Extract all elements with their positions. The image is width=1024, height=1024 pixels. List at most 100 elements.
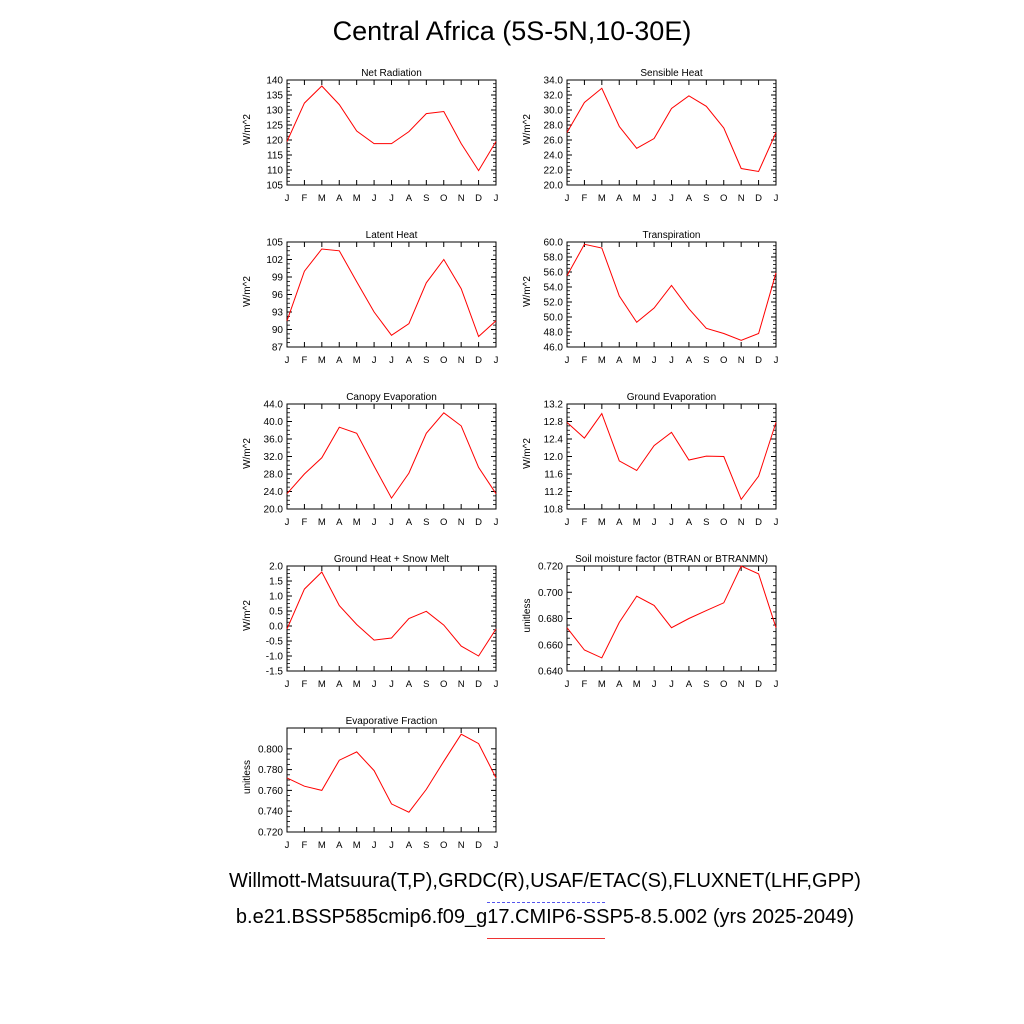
panel-6-x-tick-label: J bbox=[669, 517, 674, 528]
panel-7-y-tick-label: -0.5 bbox=[266, 637, 284, 648]
panel-8-plot-frame bbox=[566, 565, 777, 672]
panel-7-x-tick-label: A bbox=[336, 679, 343, 690]
panel-4-x-tick-label: J bbox=[565, 355, 570, 366]
panel-9-x-tick-label: M bbox=[353, 840, 361, 851]
panel-6-y-tick-label: 13.2 bbox=[544, 400, 564, 411]
panel-7-y-tick-label: 2.0 bbox=[269, 562, 283, 573]
panel-4-title: Transpiration bbox=[643, 230, 701, 241]
panel-7-series-line bbox=[286, 571, 497, 657]
panel-4-x-tick-label: N bbox=[738, 355, 745, 366]
panel-8-x-tick-label: D bbox=[755, 679, 762, 690]
panel-4-y-tick-label: 48.0 bbox=[544, 328, 564, 339]
panel-4-x-tick-label: M bbox=[598, 355, 606, 366]
panel-5-y-tick-label: 40.0 bbox=[264, 417, 284, 428]
panel-3-x-tick-label: S bbox=[423, 355, 429, 366]
caption-observations: Willmott-Matsuura(T,P),GRDC(R),USAF/ETAC… bbox=[229, 870, 861, 892]
panel-1-x-tick-label: J bbox=[389, 193, 394, 204]
figure-title: Central Africa (5S-5N,10-30E) bbox=[332, 16, 692, 46]
panel-4-x-tick-label: J bbox=[774, 355, 779, 366]
panel-7-x-tick-label: J bbox=[372, 679, 377, 690]
panel-9-plot-frame bbox=[286, 727, 497, 833]
panel-4-plot-frame bbox=[566, 241, 777, 348]
panel-9-y-tick-label: 0.740 bbox=[258, 807, 283, 818]
panel-5-x-tick-label: F bbox=[302, 517, 308, 528]
panel-1-plot-frame bbox=[286, 79, 497, 186]
panel-8-y-axis-label: unitless bbox=[522, 599, 533, 633]
panel-3-y-tick-label: 90 bbox=[272, 325, 284, 336]
panel-1-x-tick-label: J bbox=[494, 193, 499, 204]
panel-3-title: Latent Heat bbox=[366, 230, 418, 241]
panel-1-x-tick-label: F bbox=[302, 193, 308, 204]
panel-6-x-tick-label: J bbox=[652, 517, 657, 528]
panel-5-y-tick-label: 24.0 bbox=[264, 487, 284, 498]
panel-2-x-tick-label: A bbox=[616, 193, 623, 204]
panel-1-series-line bbox=[286, 85, 497, 172]
panel-1-x-tick-label: S bbox=[423, 193, 429, 204]
panel-9-x-tick-label: J bbox=[285, 840, 290, 851]
panel-1-y-tick-label: 135 bbox=[266, 91, 283, 102]
panel-6-series-line bbox=[566, 412, 777, 501]
panel-6-y-tick-label: 12.0 bbox=[544, 452, 564, 463]
panel-7-x-tick-label: J bbox=[494, 679, 499, 690]
panel-1-y-tick-label: 110 bbox=[267, 166, 283, 177]
panel-4-y-tick-label: 54.0 bbox=[544, 283, 564, 294]
panel-8-x-tick-label: J bbox=[774, 679, 779, 690]
panel-3-y-tick-label: 87 bbox=[272, 343, 284, 354]
panel-8-x-tick-label: O bbox=[720, 679, 727, 690]
panel-4-x-tick-label: J bbox=[669, 355, 674, 366]
panel-8-y-tick-label: 0.720 bbox=[538, 562, 563, 573]
panel-1-x-tick-label: J bbox=[285, 193, 290, 204]
panel-7-x-tick-label: M bbox=[353, 679, 361, 690]
panel-6-x-tick-label: D bbox=[755, 517, 762, 528]
panel-8-x-tick-label: F bbox=[582, 679, 588, 690]
panel-3-x-tick-label: M bbox=[318, 355, 326, 366]
panel-8-series-line bbox=[566, 565, 777, 659]
panel-8-x-tick-label: J bbox=[652, 679, 657, 690]
panel-8-x-tick-label: J bbox=[565, 679, 570, 690]
panel-7-x-tick-label: A bbox=[406, 679, 413, 690]
panel-5-y-tick-label: 32.0 bbox=[264, 452, 284, 463]
panel-6-x-tick-label: M bbox=[598, 517, 606, 528]
panel-3-x-tick-label: J bbox=[372, 355, 377, 366]
panel-2-y-axis-label: W/m^2 bbox=[522, 114, 533, 145]
panel-5-y-tick-label: 20.0 bbox=[264, 505, 284, 516]
panel-8-x-tick-label: J bbox=[669, 679, 674, 690]
panel-2-x-tick-label: J bbox=[774, 193, 779, 204]
panel-7-x-tick-label: S bbox=[423, 679, 429, 690]
panel-7-y-tick-label: 1.0 bbox=[269, 592, 283, 603]
panel-4-x-tick-label: J bbox=[652, 355, 657, 366]
panel-2-x-tick-label: M bbox=[633, 193, 641, 204]
panel-6-title: Ground Evaporation bbox=[627, 392, 717, 403]
panel-6-x-tick-label: O bbox=[720, 517, 727, 528]
panel-9-x-tick-label: O bbox=[440, 840, 447, 851]
panel-5-x-tick-label: S bbox=[423, 517, 429, 528]
panel-6-y-tick-label: 12.4 bbox=[544, 435, 564, 446]
panel-4-x-tick-label: M bbox=[633, 355, 641, 366]
panel-3-series-line bbox=[286, 248, 497, 338]
panel-3-y-tick-label: 96 bbox=[272, 290, 284, 301]
panel-6-x-tick-label: F bbox=[582, 517, 588, 528]
legend-line-observations bbox=[487, 902, 605, 903]
panel-7-title: Ground Heat + Snow Melt bbox=[334, 554, 450, 565]
legend-line-model bbox=[487, 938, 605, 939]
panel-1-x-tick-label: M bbox=[353, 193, 361, 204]
panel-4-y-tick-label: 60.0 bbox=[544, 238, 564, 249]
caption-model-run: b.e21.BSSP585cmip6.f09_g17.CMIP6-SSP5-8.… bbox=[235, 906, 855, 928]
panel-7-y-tick-label: 1.5 bbox=[269, 577, 283, 588]
panel-1-x-tick-label: M bbox=[318, 193, 326, 204]
panel-2-x-tick-label: N bbox=[738, 193, 745, 204]
panel-1-y-tick-label: 130 bbox=[266, 106, 283, 117]
panel-8-x-tick-label: A bbox=[686, 679, 693, 690]
panel-2-series-line bbox=[566, 87, 777, 173]
panel-3-y-tick-label: 102 bbox=[266, 255, 283, 266]
panel-5-x-tick-label: M bbox=[353, 517, 361, 528]
panel-4-x-tick-label: O bbox=[720, 355, 727, 366]
panel-3-y-axis-label: W/m^2 bbox=[242, 276, 253, 307]
panel-1-y-tick-label: 105 bbox=[266, 181, 283, 192]
panel-6-plot-frame bbox=[566, 403, 777, 510]
panel-6-y-axis-label: W/m^2 bbox=[522, 438, 533, 469]
panel-8-x-tick-label: S bbox=[703, 679, 709, 690]
panel-4-y-tick-label: 58.0 bbox=[544, 253, 564, 264]
panel-4-x-tick-label: D bbox=[755, 355, 762, 366]
